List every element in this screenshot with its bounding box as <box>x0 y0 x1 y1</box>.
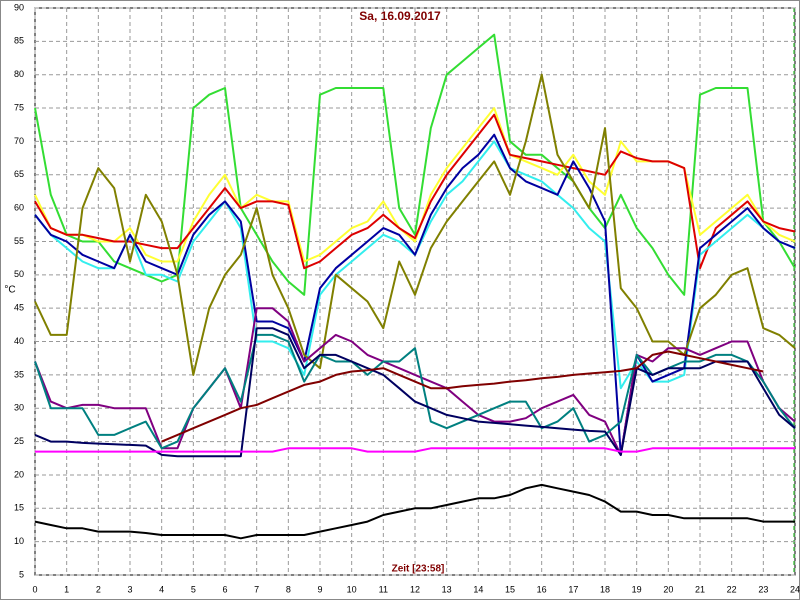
series-line <box>34 327 796 458</box>
x-tick-label: 13 <box>442 584 452 594</box>
y-axis-label: °C <box>4 285 15 296</box>
x-tick-label: 15 <box>505 584 515 594</box>
x-tick-label: 0 <box>32 584 37 594</box>
y-tick-label: 80 <box>14 69 24 79</box>
x-tick-label: 4 <box>159 584 164 594</box>
x-tick-label: 7 <box>254 584 259 594</box>
y-tick-label: 35 <box>14 369 24 379</box>
y-tick-label: 5 <box>19 569 24 579</box>
series-line <box>34 113 796 270</box>
y-tick-label: 65 <box>14 169 24 179</box>
x-tick-label: 2 <box>96 584 101 594</box>
chart-title: Sa, 16.09.2017 <box>359 9 441 23</box>
x-tick-label: 8 <box>286 584 291 594</box>
y-tick-label: 75 <box>14 102 24 112</box>
x-tick-label: 19 <box>632 584 642 594</box>
y-tick-label: 30 <box>14 403 24 413</box>
y-tick-label: 70 <box>14 136 24 146</box>
x-axis-label: Zeit [23:58] <box>392 564 445 575</box>
x-tick-label: 23 <box>758 584 768 594</box>
y-tick-label: 85 <box>14 36 24 46</box>
y-tick-label: 20 <box>14 469 24 479</box>
x-tick-label: 17 <box>568 584 578 594</box>
x-tick-label: 14 <box>473 584 483 594</box>
y-tick-label: 25 <box>14 436 24 446</box>
y-tick-label: 55 <box>14 236 24 246</box>
x-tick-label: 3 <box>127 584 132 594</box>
y-tick-label: 90 <box>14 2 24 12</box>
x-tick-label: 18 <box>600 584 610 594</box>
y-tick-label: 60 <box>14 202 24 212</box>
x-tick-label: 20 <box>663 584 673 594</box>
x-tick-label: 12 <box>410 584 420 594</box>
x-tick-label: 16 <box>537 584 547 594</box>
y-tick-label: 15 <box>14 503 24 513</box>
x-tick-label: 21 <box>695 584 705 594</box>
series-line <box>35 447 795 453</box>
x-tick-label: 1 <box>64 584 69 594</box>
series-line <box>34 133 796 456</box>
x-tick-label: 24 <box>790 584 800 594</box>
y-tick-label: 10 <box>14 536 24 546</box>
y-tick-label: 45 <box>14 303 24 313</box>
x-tick-label: 9 <box>317 584 322 594</box>
x-tick-label: 6 <box>222 584 227 594</box>
series-line <box>161 350 764 443</box>
series-line <box>34 73 796 376</box>
x-tick-label: 5 <box>191 584 196 594</box>
x-tick-label: 22 <box>727 584 737 594</box>
series-line <box>34 33 796 296</box>
y-tick-label: 40 <box>14 336 24 346</box>
series-line <box>34 483 795 540</box>
y-tick-label: 50 <box>14 269 24 279</box>
x-tick-label: 10 <box>347 584 357 594</box>
x-tick-label: 11 <box>379 584 388 594</box>
